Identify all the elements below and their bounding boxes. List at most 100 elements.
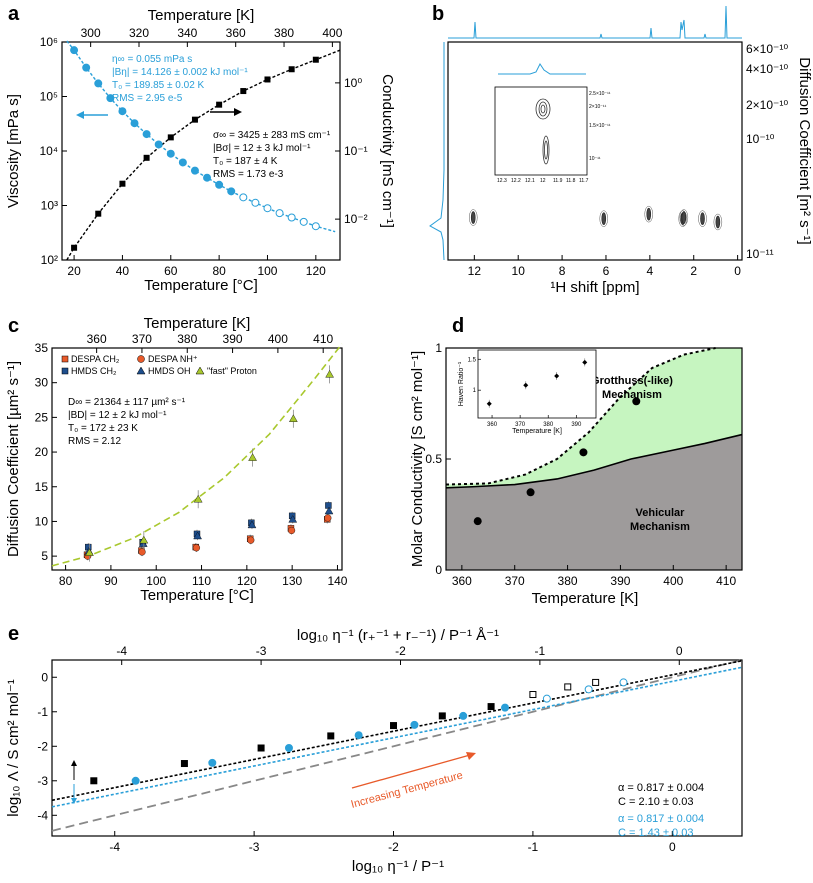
annot-black-line1: σ∞ = 3425 ± 283 mS cm⁻¹ (213, 130, 331, 141)
panel-e-x-ticks: -4 -3 -2 -1 0 (109, 831, 676, 854)
a-viscosity-point (94, 79, 103, 88)
panel-a-annot-blue: η∞ = 0.055 mPa s |Bη| = 14.126 ± 0.002 k… (112, 54, 248, 104)
e-blue-point (208, 758, 217, 767)
a-conductivity-point (167, 134, 174, 141)
panel-a-label: a (8, 3, 20, 25)
panel-a-y2-ticks: 10⁻² 10⁻¹ 10⁰ (335, 76, 368, 226)
b-peak-contour (644, 205, 654, 223)
c-xtick-label: 120 (237, 574, 257, 588)
b-peak (715, 215, 721, 229)
e-black-point (90, 777, 98, 785)
a-xtick-label: 120 (306, 264, 326, 278)
a-y2tick-label: 10⁻² (344, 212, 368, 226)
a-conductivity-point (191, 116, 198, 123)
panel-b-x-title: ¹H shift [ppm] (550, 279, 639, 296)
panel-a-annot-black: σ∞ = 3425 ± 283 mS cm⁻¹ |Bσ| = 12 ± 3 kJ… (213, 130, 331, 180)
a-viscosity-fit (66, 40, 336, 233)
panel-c-annot: D∞ = 21364 ± 117 µm² s⁻¹ |BD| = 12 ± 2 k… (68, 397, 186, 447)
e-black-point (180, 760, 188, 768)
inset-xt-1: 12.2 (511, 178, 521, 184)
a-ytick-label: 10⁴ (39, 144, 58, 158)
panel-d: d Temperature [K] Molar Conductivity [S … (409, 315, 743, 607)
e-blue-point (584, 685, 593, 694)
legend-despa-nh-marker (137, 355, 145, 363)
e-ideal-line (51, 659, 743, 832)
legend-despa-ch2: DESPA CH₂ (71, 354, 120, 364)
panel-a-y2-title: Conductivity [mS cm⁻¹] (379, 74, 396, 228)
b-ytick-4e-10: 4×10⁻¹⁰ (746, 62, 788, 76)
d-xtick-label: 390 (610, 574, 630, 588)
c-ytick-label: 35 (35, 341, 49, 355)
c-x2tick-label: 400 (268, 332, 288, 346)
panel-c-x-ticks: 80 90 100 110 120 130 140 (59, 565, 348, 588)
a-viscosity-point (130, 119, 139, 128)
d-inset-xtick-label: 360 (487, 422, 498, 428)
panel-c-x2-title: Temperature [K] (144, 315, 251, 332)
b-peak (601, 212, 607, 225)
e-black-point (529, 691, 537, 699)
c-xtick-label: 100 (146, 574, 166, 588)
c-ytick-label: 10 (35, 514, 49, 528)
d-data-point (579, 448, 588, 457)
c-point-square (325, 502, 332, 509)
d-total-line (445, 347, 716, 486)
b-xtick-label: 2 (690, 264, 697, 278)
d-ytick-label: 0.5 (425, 452, 442, 466)
e-blue-down-arrowhead (71, 798, 77, 804)
a-x2tick-label: 320 (129, 26, 149, 40)
increasing-temp-arrowhead (466, 752, 476, 760)
c-xtick-label: 130 (282, 574, 302, 588)
a-viscosity-point (118, 107, 127, 116)
e-blue-point (354, 731, 363, 740)
e-ytick-label: -3 (37, 774, 48, 788)
inset-yt-2: 1.5×10⁻¹¹ (589, 123, 611, 129)
d-vehicular-line (445, 433, 743, 489)
panel-d-x-ticks: 360 370 380 390 400 410 (452, 565, 736, 588)
a-x2tick-label: 300 (81, 26, 101, 40)
panel-b-peaks (468, 205, 723, 231)
inset-y-ticks: 2.5×10⁻¹¹ 2×10⁻¹¹ 1.5×10⁻¹¹ 10⁻¹¹ (589, 91, 611, 162)
a-viscosity-point (227, 187, 236, 196)
e-blue-point (131, 776, 140, 785)
c-annot-line3: T₀ = 172 ± 23 K (68, 423, 138, 434)
a-ytick-label: 10² (41, 253, 58, 267)
e-annot-blue-c: C = 1.43 ± 0.03 (618, 827, 693, 839)
a-xtick-label: 60 (164, 264, 178, 278)
panel-e-x2-ticks: -4 -3 -2 -1 0 (116, 644, 683, 665)
panel-e-x2-title: log₁₀ η⁻¹ (r₊⁻¹ + r₋⁻¹) / P⁻¹ Å⁻¹ (297, 627, 499, 644)
panel-a-x-title: Temperature [°C] (144, 277, 258, 294)
c-x2tick-label: 370 (132, 332, 152, 346)
panel-e-side-arrows (71, 760, 77, 804)
b-peak (681, 211, 687, 224)
a-viscosity-point (178, 158, 187, 167)
b-peak (470, 211, 476, 224)
a-conductivity-point (288, 66, 295, 73)
a-y2tick-label: 10⁰ (344, 76, 362, 90)
annot-blue-line4: RMS = 2.95 e-5 (112, 93, 183, 104)
b-xtick-label: 12 (468, 264, 482, 278)
panel-b-left-projection (429, 42, 445, 261)
inset-xt-2: 12.1 (525, 178, 535, 184)
inset-xt-6: 11.7 (579, 178, 589, 184)
panel-a-x2-title: Temperature [K] (148, 7, 255, 24)
e-x2tick-label: -1 (535, 644, 546, 658)
e-x2tick-label: -4 (116, 644, 127, 658)
a-viscosity-point (251, 198, 260, 207)
b-ytick-1e-11: 10⁻¹¹ (746, 247, 774, 261)
e-blue-point (619, 678, 628, 687)
a-viscosity-point (275, 209, 284, 218)
panel-b-frame (447, 41, 743, 261)
c-annot-line2: |BD| = 12 ± 2 kJ mol⁻¹ (68, 410, 167, 421)
c-point-circle (192, 544, 201, 552)
d-inset-point (523, 382, 529, 388)
d-inset-frame (477, 349, 597, 419)
a-conductivity-point (312, 56, 319, 63)
panel-a-x2-ticks: 300 320 340 360 380 400 (81, 26, 343, 47)
annot-black-line3: T₀ = 187 ± 4 K (213, 156, 278, 167)
c-point-triangle (247, 520, 257, 529)
annot-blue-line2: |Bη| = 14.126 ± 0.002 kJ mol⁻¹ (112, 67, 248, 78)
e-fit-blue (51, 666, 743, 808)
a-xtick-label: 20 (67, 264, 81, 278)
b-ytick-2e-10: 2×10⁻¹⁰ (746, 98, 788, 112)
